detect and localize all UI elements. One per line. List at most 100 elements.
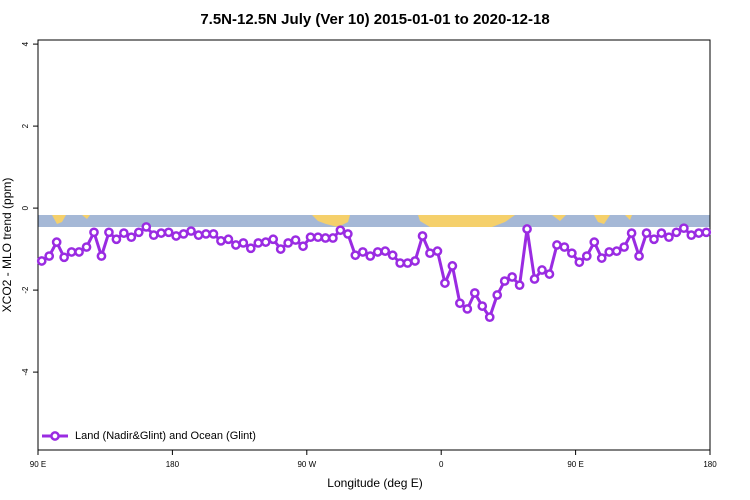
data-point: [514, 280, 525, 291]
data-point: [186, 226, 196, 236]
data-point: [253, 238, 264, 248]
data-point: [74, 247, 84, 257]
data-point: [529, 274, 540, 284]
data-point: [544, 269, 555, 279]
data-point: [111, 234, 122, 245]
chart-title: 7.5N-12.5N July (Ver 10) 2015-01-01 to 2…: [200, 11, 549, 28]
data-point: [44, 251, 55, 261]
map-strip: [38, 215, 710, 227]
data-point: [119, 228, 129, 238]
data-point: [216, 236, 226, 246]
data-point: [477, 301, 488, 311]
data-point: [484, 312, 495, 323]
data-point: [36, 256, 47, 266]
data-point: [156, 228, 167, 238]
data-point: [133, 227, 144, 238]
data-point: [559, 242, 570, 252]
x-tick-label: 180: [703, 460, 717, 469]
data-point: [51, 237, 62, 247]
data-point: [507, 272, 517, 282]
data-point: [447, 261, 458, 271]
data-point: [343, 229, 353, 239]
data-point: [701, 227, 712, 238]
data-point: [104, 227, 114, 238]
data-point: [313, 232, 323, 243]
x-axis-label: Longitude (deg E): [327, 476, 422, 490]
data-point: [567, 248, 577, 259]
data-point: [193, 230, 204, 241]
data-point: [537, 265, 547, 275]
data-point: [357, 247, 368, 257]
data-point: [275, 244, 286, 254]
data-point: [238, 238, 249, 248]
data-line: [40, 224, 707, 321]
data-point: [81, 242, 92, 252]
data-point: [664, 232, 674, 243]
data-point: [148, 230, 159, 241]
data-point: [552, 240, 562, 250]
y-tick-label: -4: [21, 368, 30, 376]
data-point: [89, 227, 99, 238]
data-point: [589, 237, 600, 247]
data-point: [611, 246, 622, 256]
data-point: [455, 298, 465, 309]
data-point: [298, 241, 308, 252]
data-point: [380, 246, 391, 256]
data-point: [395, 258, 405, 268]
data-point: [641, 228, 652, 238]
data-point: [469, 288, 480, 298]
data-point: [66, 247, 77, 257]
data-point: [328, 233, 338, 243]
legend-label: Land (Nadir&Glint) and Ocean (Glint): [75, 430, 256, 442]
data-point: [574, 257, 585, 268]
data-point: [335, 225, 346, 236]
data-point: [410, 256, 420, 266]
data-point: [201, 229, 211, 239]
data-point: [492, 290, 503, 300]
data-point: [679, 223, 689, 234]
x-tick-label: 180: [166, 460, 180, 469]
y-tick-label: 0: [21, 205, 30, 210]
data-point: [499, 276, 510, 286]
data-point: [432, 246, 443, 256]
data-point: [402, 258, 413, 268]
data-point: [126, 232, 137, 243]
data-point: [320, 233, 331, 243]
data-point: [96, 251, 107, 261]
y-tick-label: -2: [21, 286, 30, 294]
data-point: [387, 250, 398, 261]
data-point: [163, 227, 174, 238]
data-point: [283, 238, 293, 248]
data-point: [268, 234, 279, 245]
data-point: [581, 251, 592, 261]
data-point: [178, 229, 189, 239]
data-point: [634, 251, 644, 261]
data-point: [522, 224, 532, 234]
x-tick-label: 90 E: [30, 460, 46, 469]
data-point: [245, 243, 256, 254]
data-point: [671, 227, 682, 238]
y-tick-label: 2: [21, 123, 30, 128]
data-point: [626, 228, 637, 238]
legend-marker: [50, 431, 60, 441]
data-point: [372, 247, 383, 257]
data-point: [649, 234, 659, 245]
data-point: [290, 235, 301, 245]
data-point: [141, 222, 152, 232]
data-point: [260, 237, 271, 247]
data-point: [596, 253, 607, 263]
x-tick-label: 0: [439, 460, 444, 469]
data-point: [656, 228, 667, 238]
data-point: [59, 252, 69, 263]
data-point: [208, 229, 219, 239]
data-point: [619, 242, 629, 252]
data-point: [223, 234, 234, 245]
data-point: [231, 240, 241, 250]
x-tick-label: 90 W: [297, 460, 316, 469]
data-point: [425, 248, 435, 259]
data-point: [350, 250, 361, 261]
data-point: [365, 251, 376, 261]
data-point: [686, 230, 697, 241]
y-axis-label: XCO2 - MLO trend (ppm): [0, 178, 14, 313]
